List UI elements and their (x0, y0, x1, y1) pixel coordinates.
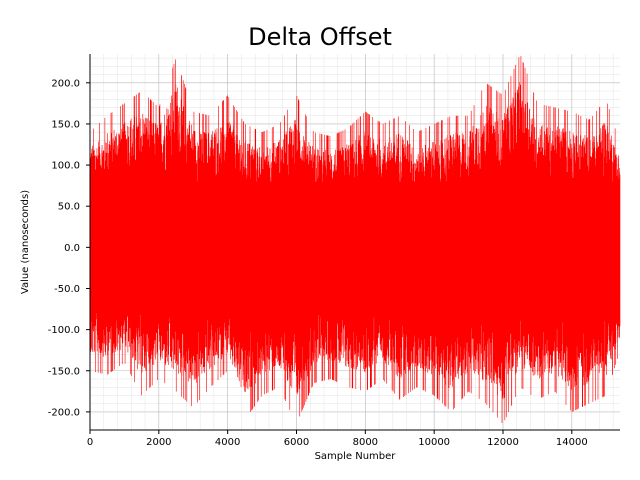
chart-title: Delta Offset (248, 23, 392, 51)
plot-area (89, 56, 621, 424)
y-tick-label: 0.0 (64, 243, 80, 254)
x-tick-label: 6000 (284, 437, 309, 448)
y-tick-label: -150.0 (48, 366, 80, 377)
y-axis-ticks: 200.0 150.0 100.0 50.0 0.0 -50.0 -100.0 -150.0 -… (48, 78, 90, 418)
x-tick-label: 0 (87, 437, 93, 448)
x-tick-label: 14000 (556, 437, 588, 448)
y-axis-label: Value (nanoseconds) (20, 190, 31, 294)
x-tick-label: 8000 (353, 437, 378, 448)
axes (89, 54, 620, 431)
x-tick-label: 4000 (215, 437, 240, 448)
x-axis-ticks: 0 2000 4000 6000 8000 10000 12000 14000 (87, 430, 588, 448)
y-tick-label: -200.0 (48, 407, 80, 418)
y-tick-label: 100.0 (51, 161, 80, 172)
y-tick-label: -50.0 (54, 284, 80, 295)
y-tick-label: 200.0 (51, 78, 80, 89)
x-tick-label: 10000 (418, 437, 450, 448)
x-tick-label: 12000 (487, 437, 519, 448)
x-axis-label: Sample Number (315, 451, 397, 462)
x-tick-label: 2000 (146, 437, 171, 448)
y-tick-label: 150.0 (51, 119, 80, 130)
y-tick-label: 50.0 (58, 202, 80, 213)
y-tick-label: -100.0 (48, 325, 80, 336)
data-series-line (89, 56, 621, 424)
